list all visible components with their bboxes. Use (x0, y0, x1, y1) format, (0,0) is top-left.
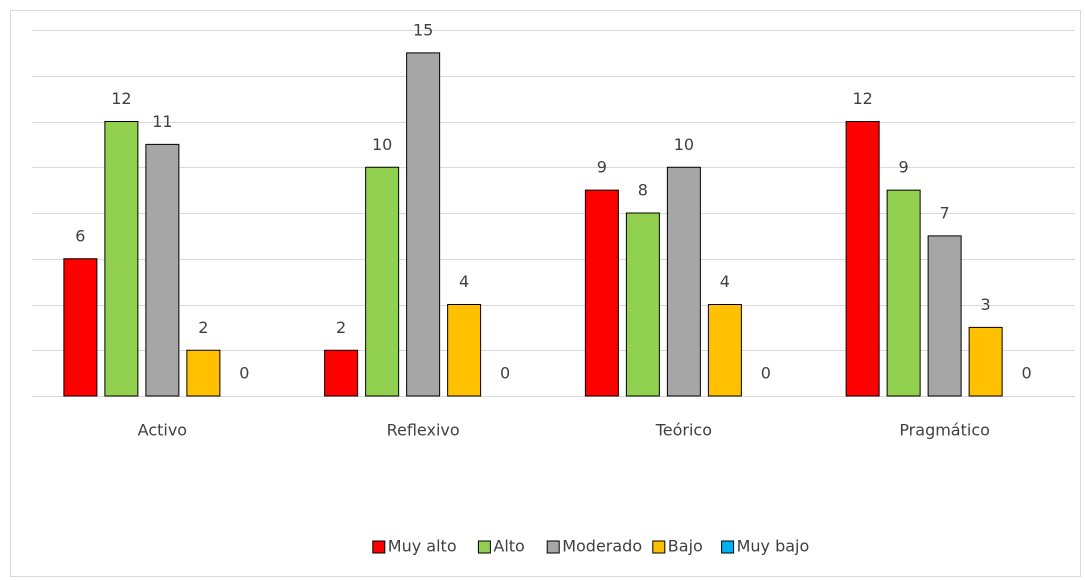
data-label: 0 (1022, 364, 1032, 383)
data-label: 6 (75, 226, 85, 245)
data-label: 0 (500, 364, 510, 383)
bar (666, 166, 701, 397)
legend-label: Moderado (562, 537, 642, 556)
data-label: 8 (638, 181, 648, 200)
bar (886, 189, 921, 397)
data-label: 2 (198, 318, 208, 337)
bar (365, 166, 400, 397)
data-label: 12 (111, 89, 131, 108)
bar (625, 212, 660, 397)
x-tick-label: Teórico (655, 421, 712, 440)
legend-label: Bajo (668, 537, 703, 556)
bar (845, 121, 880, 397)
legend-swatch (546, 540, 560, 554)
data-label: 0 (761, 364, 771, 383)
bar (707, 304, 742, 397)
data-label: 12 (852, 89, 872, 108)
x-tick-label: Pragmático (899, 421, 990, 440)
bar (63, 258, 98, 397)
data-label: 11 (152, 112, 172, 131)
bar (968, 326, 1003, 397)
bar (927, 235, 962, 397)
bar (145, 143, 180, 397)
x-tick-label: Reflexivo (387, 421, 460, 440)
data-label: 0 (239, 364, 249, 383)
legend-swatch (372, 540, 386, 554)
legend-label: Alto (493, 537, 524, 556)
data-label: 2 (336, 318, 346, 337)
legend-label: Muy alto (388, 537, 457, 556)
bar (324, 349, 359, 397)
data-label: 9 (899, 158, 909, 177)
data-label: 10 (674, 135, 694, 154)
legend-label: Muy bajo (737, 537, 810, 556)
data-label: 4 (459, 272, 469, 291)
bar (104, 121, 139, 397)
bar (186, 349, 221, 397)
data-label: 3 (981, 295, 991, 314)
legend-swatch (652, 540, 666, 554)
data-label: 15 (413, 20, 433, 39)
data-label: 9 (597, 158, 607, 177)
legend-swatch (721, 540, 735, 554)
data-label: 7 (940, 203, 950, 222)
data-label: 4 (720, 272, 730, 291)
bar (447, 304, 482, 397)
bar (406, 52, 441, 397)
bar (584, 189, 619, 397)
data-label: 10 (372, 135, 392, 154)
x-tick-label: Activo (138, 421, 187, 440)
legend-swatch (477, 540, 491, 554)
